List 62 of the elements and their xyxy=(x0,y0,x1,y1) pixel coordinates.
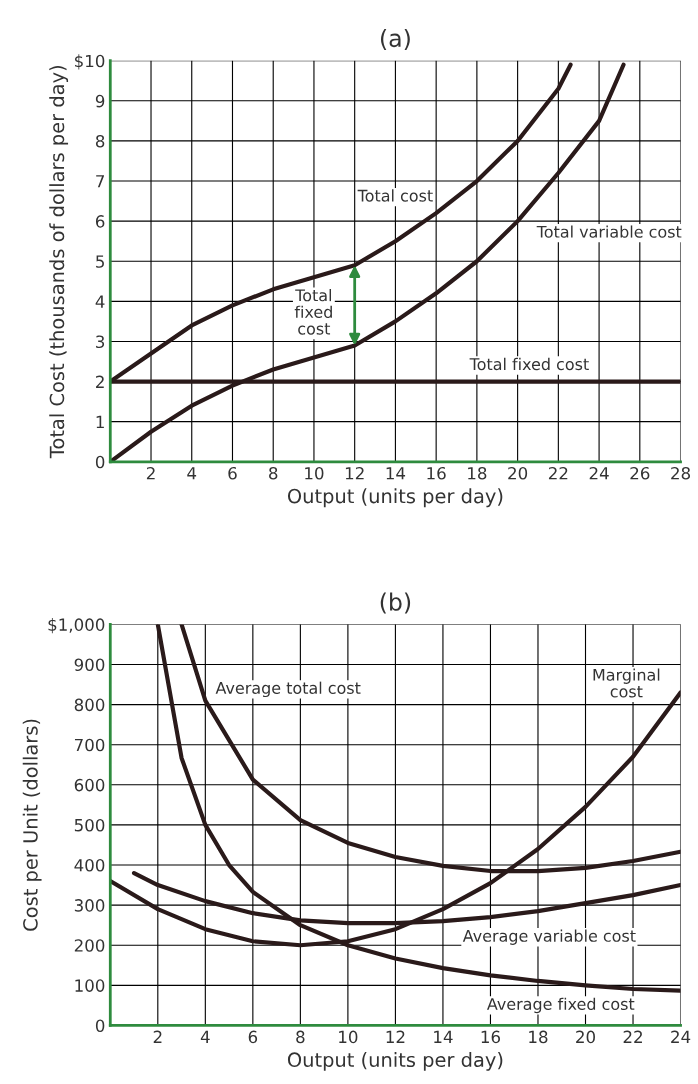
x-axis-title: Output (units per day) xyxy=(287,1052,503,1071)
y-tick-label: 700 xyxy=(74,738,105,752)
y-tick-label: 8 xyxy=(95,134,105,148)
annotation: Total variable cost xyxy=(536,225,682,238)
x-tick-label: 24 xyxy=(671,1030,691,1043)
y-tick-label: 0 xyxy=(95,1019,105,1033)
x-tick-label: 22 xyxy=(623,1030,642,1043)
y-tick-label: 9 xyxy=(95,94,105,108)
y-tick-label: 1 xyxy=(96,415,104,429)
x-tick-label: 6 xyxy=(248,1030,258,1044)
x-tick-label: 6 xyxy=(228,466,237,480)
x-tick-label: 4 xyxy=(187,467,197,480)
annotation: Marginal cost xyxy=(593,668,660,698)
y-tick-label: 0 xyxy=(95,455,105,469)
x-tick-label: 20 xyxy=(508,466,528,480)
y-tick-label: 800 xyxy=(74,698,105,712)
annotation: Average variable cost xyxy=(462,929,636,945)
y-tick-label: 2 xyxy=(96,375,104,388)
y-tick-label: 500 xyxy=(74,818,105,832)
y-tick-label: 100 xyxy=(75,979,105,992)
x-tick-label: 28 xyxy=(671,466,691,480)
x-tick-label: 20 xyxy=(576,1030,595,1044)
y-tick-label: 300 xyxy=(74,899,105,912)
x-tick-label: 4 xyxy=(200,1030,210,1043)
x-tick-label: 16 xyxy=(427,466,446,480)
x-tick-label: 16 xyxy=(481,1030,501,1044)
annotation: Total cost xyxy=(357,189,433,202)
x-tick-label: 22 xyxy=(548,466,568,480)
y-axis-title: Cost per Unit (dollars) xyxy=(22,719,42,931)
annotation: Total fixed cost xyxy=(469,357,589,371)
y-tick-label: 900 xyxy=(74,658,105,672)
x-tick-label: 10 xyxy=(305,466,324,480)
x-tick-label: 10 xyxy=(339,1030,358,1044)
y-tick-label: 600 xyxy=(74,778,105,792)
y-axis-title: Total Cost (thousands of dollars per day) xyxy=(49,66,69,459)
x-tick-label: 2 xyxy=(146,466,155,480)
x-tick-label: 14 xyxy=(386,467,406,480)
x-tick-label: 14 xyxy=(434,1030,453,1043)
y-tick-label: 3 xyxy=(96,335,105,349)
annotation: Average total cost xyxy=(215,681,361,698)
y-tick-label: 200 xyxy=(74,939,105,952)
y-tick-label: 6 xyxy=(95,215,105,228)
y-tick-label: 4 xyxy=(95,295,105,308)
x-tick-label: 26 xyxy=(630,466,650,480)
x-tick-label: 8 xyxy=(296,1030,305,1044)
x-axis-title: Output (units per day) xyxy=(287,488,503,508)
y-tick-label: $1,000 xyxy=(48,618,105,634)
y-tick-label: 400 xyxy=(74,858,105,872)
x-tick-label: 2 xyxy=(153,1030,162,1043)
annotation: Total fixed cost xyxy=(294,288,332,335)
x-tick-label: 12 xyxy=(345,466,364,480)
y-tick-label: 5 xyxy=(96,255,104,268)
y-tick-label: $10 xyxy=(74,54,105,70)
x-tick-label: 12 xyxy=(386,1030,405,1043)
x-tick-label: 18 xyxy=(468,466,487,480)
chart-title: (a) xyxy=(381,28,410,50)
x-tick-label: 24 xyxy=(589,466,609,480)
y-tick-label: 7 xyxy=(96,175,104,188)
chart-title: (b) xyxy=(380,592,411,614)
x-tick-label: 8 xyxy=(269,466,278,480)
annotation: Average fixed cost xyxy=(486,997,635,1014)
x-tick-label: 18 xyxy=(529,1030,548,1044)
